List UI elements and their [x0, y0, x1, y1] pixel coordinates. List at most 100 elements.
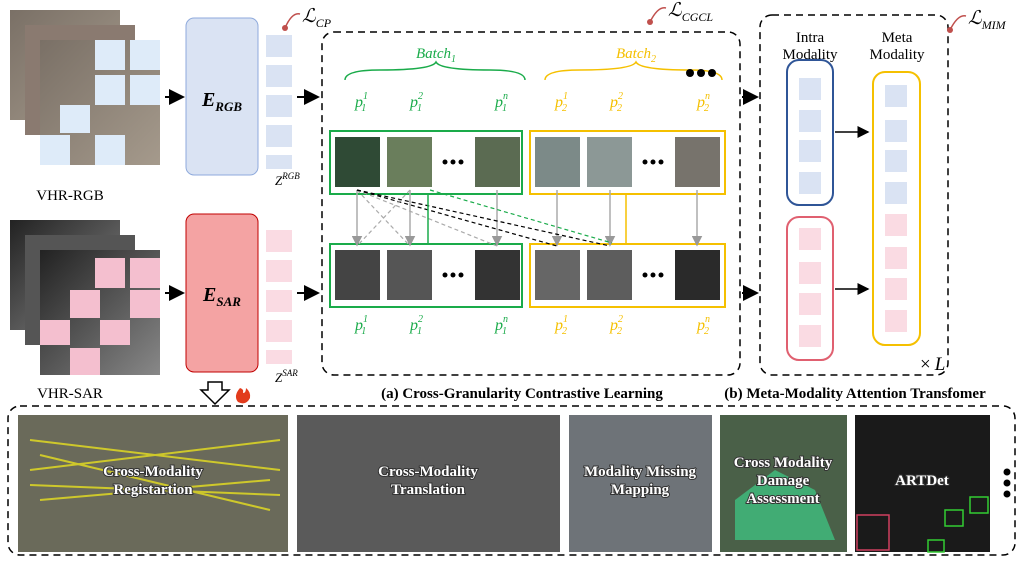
label-line: Modality: [870, 47, 925, 63]
patch-sup: 2: [618, 314, 623, 325]
patch-sub: 2: [704, 326, 709, 337]
sar-encoder: ESAR: [202, 284, 241, 309]
encoder-sub: SAR: [216, 294, 241, 309]
patch-sup: 2: [418, 314, 423, 325]
patch-label: pn 1: [494, 314, 508, 337]
sar-token-label: ZSAR: [275, 368, 298, 385]
label-line: Modality: [783, 47, 838, 63]
patch-sub: 2: [704, 103, 709, 114]
patch-sup: n: [503, 91, 508, 102]
patch-label: p1 2: [554, 314, 568, 337]
loss-sub: CP: [316, 16, 332, 30]
repeat-sub: L: [934, 354, 946, 375]
patch-label: pn 2: [696, 314, 710, 337]
label-line: Meta: [882, 30, 913, 46]
loss-base: ℒ: [302, 6, 317, 27]
label-line: Assessment: [746, 491, 819, 507]
patch-sub: 2: [562, 326, 567, 337]
loss-sub: CGCL: [682, 10, 714, 24]
application-label: Cross-Modality Translation: [378, 464, 478, 498]
patch-label: p2 2: [609, 91, 623, 114]
token-sup: RGB: [281, 171, 300, 181]
texts: VHR-RGB VHR-SAR ERGB ESAR ZRGB ZSAR ℒCP …: [36, 0, 1006, 402]
intra-modality-label: Intra Modality: [783, 30, 838, 63]
batch-label: Batch2: [616, 46, 656, 65]
rgb-encoder: ERGB: [201, 89, 242, 114]
patch-sub: 1: [417, 103, 422, 114]
patch-base: p: [696, 94, 705, 111]
patch-sup: 1: [563, 91, 568, 102]
patch-base: p: [609, 317, 618, 334]
patch-sup: 2: [618, 91, 623, 102]
batch-base: Batch: [616, 46, 651, 62]
patch-sub: 1: [361, 326, 366, 337]
encoder-base: E: [201, 89, 215, 111]
patch-base: p: [609, 94, 618, 111]
batch-base: Batch: [416, 46, 451, 62]
patch-base: p: [354, 317, 363, 334]
patch-label: pn 1: [494, 91, 508, 114]
label-line: Mapping: [611, 482, 670, 498]
loss-cgcl: ℒCGCL: [668, 0, 713, 24]
patch-sup: n: [705, 314, 710, 325]
patch-base: p: [409, 94, 418, 111]
label-line: Registartion: [113, 482, 193, 498]
label-line: Intra: [796, 30, 825, 46]
patch-sup: 1: [363, 91, 367, 102]
patch-base: p: [494, 317, 503, 334]
patch-base: p: [696, 317, 705, 334]
patch-label: p2 1: [409, 91, 423, 114]
loss-sub: MIM: [981, 18, 1007, 32]
sar-input-label: VHR-SAR: [37, 386, 103, 402]
label-line: Damage: [757, 473, 810, 489]
encoder-sub: RGB: [214, 99, 242, 114]
patch-base: p: [494, 94, 503, 111]
batch-label: Batch1: [416, 46, 456, 65]
layout: [7, 7, 1016, 556]
patch-base: p: [554, 317, 563, 334]
patch-sub: 2: [562, 103, 567, 114]
label-line: Cross-Modality: [103, 464, 203, 480]
patch-sub: 2: [617, 103, 622, 114]
patch-base: p: [554, 94, 563, 111]
rgb-token-label: ZRGB: [275, 171, 300, 188]
patch-sub: 1: [361, 103, 366, 114]
token-sup: SAR: [282, 368, 298, 378]
patch-label: p1 2: [554, 91, 568, 114]
encoder-base: E: [202, 284, 216, 306]
caption-a: (a) Cross-Granularity Contrastive Learni…: [381, 386, 663, 402]
application-label: ARTDet: [895, 473, 949, 489]
patch-sup: n: [705, 91, 710, 102]
patch-sup: 1: [363, 314, 367, 325]
batch-sub: 2: [651, 54, 656, 65]
rgb-input-label: VHR-RGB: [36, 188, 104, 204]
label-line: Cross Modality: [734, 455, 833, 471]
token-base: Z: [275, 173, 283, 188]
patch-sub: 1: [502, 326, 507, 337]
batch-sub: 1: [451, 54, 456, 65]
patch-base: p: [409, 317, 418, 334]
label-line: Cross-Modality: [378, 464, 478, 480]
patch-label: pn 2: [696, 91, 710, 114]
loss-mim: ℒMIM: [968, 8, 1007, 32]
application-label: Modality Missing Mapping: [584, 464, 697, 498]
repeat-label: × L: [920, 354, 945, 375]
patch-sup: 2: [418, 91, 423, 102]
patch-label: p1 1: [354, 91, 367, 114]
patch-sup: n: [503, 314, 508, 325]
patch-label: p1 1: [354, 314, 367, 337]
patch-sup: 1: [563, 314, 568, 325]
patch-sub: 1: [502, 103, 507, 114]
patch-sub: 2: [617, 326, 622, 337]
loss-base: ℒ: [968, 8, 983, 29]
application-label: Cross-Modality Registartion: [103, 464, 203, 498]
label-line: ARTDet: [895, 473, 949, 489]
token-base: Z: [275, 370, 283, 385]
label-line: Translation: [391, 482, 466, 498]
patch-base: p: [354, 94, 363, 111]
loss-cp: ℒCP: [302, 6, 332, 30]
patch-label: p2 1: [409, 314, 423, 337]
patch-label: p2 2: [609, 314, 623, 337]
label-line: Modality Missing: [584, 464, 697, 480]
